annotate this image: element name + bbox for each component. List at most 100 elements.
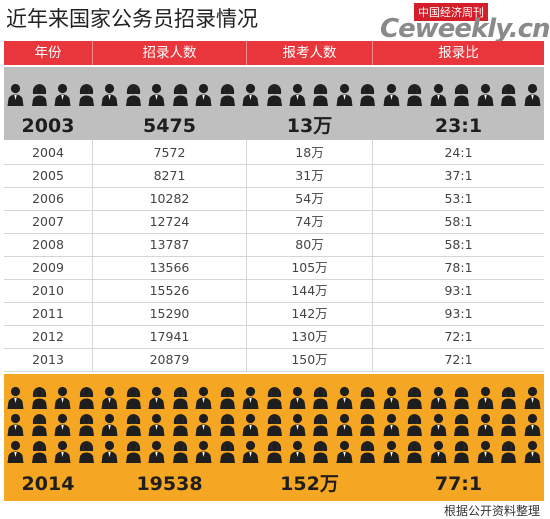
header-divider <box>246 41 247 65</box>
person-male-icon <box>335 439 354 467</box>
person-female-icon <box>77 82 96 110</box>
person-female-icon <box>405 439 424 467</box>
cell-applicants: 31万 <box>295 168 324 183</box>
cell-hired: 20879 <box>149 352 190 367</box>
person-female-icon <box>30 412 49 440</box>
person-male-icon <box>53 412 72 440</box>
person-female-icon <box>171 385 190 413</box>
person-male-icon <box>53 385 72 413</box>
person-female-icon <box>171 439 190 467</box>
cell-hired: 13566 <box>149 260 190 275</box>
person-male-icon <box>288 82 307 110</box>
highlight-hired: 19538 <box>136 473 203 495</box>
people-icon-row <box>4 439 544 463</box>
table-row: 2005 8271 31万 37:1 <box>4 164 544 188</box>
person-male-icon <box>523 439 542 467</box>
person-female-icon <box>124 412 143 440</box>
source-note: 根据公开资料整理 <box>443 504 540 518</box>
cell-year: 2009 <box>32 260 64 275</box>
logo-english-text: Ceweekly.cn <box>380 14 550 44</box>
table-row: 2011 15290 142万 93:1 <box>4 302 544 326</box>
person-male-icon <box>241 412 260 440</box>
person-female-icon <box>30 439 49 467</box>
person-female-icon <box>452 82 471 110</box>
person-female-icon <box>30 385 49 413</box>
cell-ratio: 93:1 <box>444 306 473 321</box>
person-female-icon <box>405 385 424 413</box>
person-female-icon <box>311 412 330 440</box>
highlight-applicants: 152万 <box>280 473 339 495</box>
person-female-icon <box>265 385 284 413</box>
cell-hired: 13787 <box>149 237 190 252</box>
person-male-icon <box>476 82 495 110</box>
person-male-icon <box>147 439 166 467</box>
column-divider <box>372 140 373 372</box>
person-male-icon <box>476 439 495 467</box>
cell-year: 2013 <box>32 352 64 367</box>
cell-applicants: 18万 <box>295 145 324 160</box>
person-male-icon <box>53 82 72 110</box>
person-male-icon <box>241 385 260 413</box>
cell-applicants: 80万 <box>295 237 324 252</box>
table-row: 2010 15526 144万 93:1 <box>4 279 544 303</box>
highlight-hired: 5475 <box>143 115 196 137</box>
person-female-icon <box>358 82 377 110</box>
cell-ratio: 93:1 <box>444 283 473 298</box>
person-male-icon <box>382 385 401 413</box>
person-male-icon <box>429 82 448 110</box>
person-male-icon <box>241 82 260 110</box>
cell-hired: 7572 <box>153 145 186 160</box>
header-year: 年份 <box>34 45 62 61</box>
person-male-icon <box>382 439 401 467</box>
cell-year: 2012 <box>32 329 64 344</box>
table-row: 2008 13787 80万 58:1 <box>4 233 544 257</box>
highlight-year: 2003 <box>21 115 75 137</box>
highlight-row-2003: 2003 5475 13万 23:1 <box>4 114 544 138</box>
brand-logo: 中国经济周刊 Ceweekly.cn <box>380 0 550 44</box>
person-male-icon <box>147 82 166 110</box>
person-male-icon <box>147 412 166 440</box>
person-male-icon <box>100 412 119 440</box>
person-female-icon <box>452 385 471 413</box>
person-female-icon <box>218 385 237 413</box>
person-male-icon <box>100 82 119 110</box>
cell-year: 2007 <box>32 214 64 229</box>
header-divider <box>372 41 373 65</box>
person-female-icon <box>452 412 471 440</box>
cell-applicants: 142万 <box>291 306 328 321</box>
person-male-icon <box>523 82 542 110</box>
cell-applicants: 105万 <box>291 260 328 275</box>
person-female-icon <box>358 412 377 440</box>
person-female-icon <box>77 385 96 413</box>
person-female-icon <box>124 439 143 467</box>
header-applicants: 报考人数 <box>282 45 337 61</box>
header-hired: 招录人数 <box>142 45 197 61</box>
person-male-icon <box>382 82 401 110</box>
person-female-icon <box>405 82 424 110</box>
cell-applicants: 144万 <box>291 283 328 298</box>
person-female-icon <box>124 385 143 413</box>
person-male-icon <box>194 82 213 110</box>
cell-ratio: 72:1 <box>444 329 473 344</box>
cell-ratio: 58:1 <box>444 237 473 252</box>
cell-year: 2004 <box>32 145 64 160</box>
cell-ratio: 37:1 <box>444 168 473 183</box>
highlight-ratio: 77:1 <box>434 473 483 495</box>
person-female-icon <box>499 412 518 440</box>
people-icon-row <box>4 82 544 106</box>
cell-ratio: 53:1 <box>444 191 473 206</box>
person-male-icon <box>429 412 448 440</box>
person-male-icon <box>288 412 307 440</box>
person-male-icon <box>288 439 307 467</box>
header-divider <box>92 41 93 65</box>
person-male-icon <box>6 385 25 413</box>
person-female-icon <box>358 385 377 413</box>
cell-applicants: 150万 <box>291 352 328 367</box>
person-female-icon <box>311 82 330 110</box>
person-male-icon <box>100 385 119 413</box>
table-row: 2009 13566 105万 78:1 <box>4 256 544 280</box>
cell-year: 2006 <box>32 191 64 206</box>
person-male-icon <box>382 412 401 440</box>
person-male-icon <box>476 412 495 440</box>
cell-ratio: 72:1 <box>444 352 473 367</box>
